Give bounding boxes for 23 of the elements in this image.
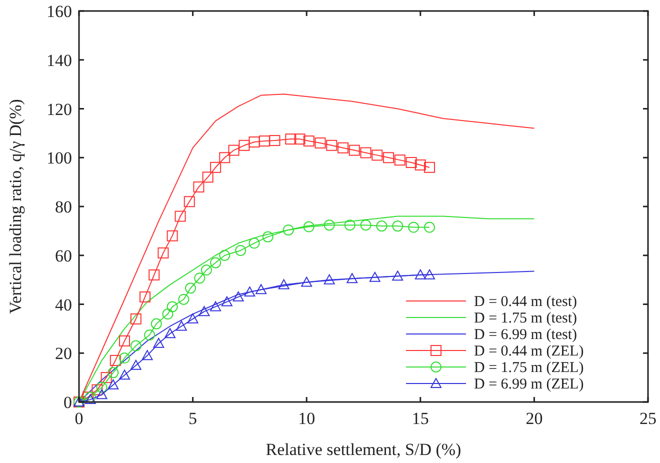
legend-label: D = 0.44 m (ZEL) (474, 344, 584, 360)
y-tick-label: 120 (46, 100, 72, 119)
y-tick-label: 40 (55, 295, 72, 314)
legend-label: D = 6.99 m (test) (474, 327, 578, 343)
x-axis-title: Relative settlement, S/D (%) (266, 440, 462, 459)
x-tick-label: 25 (640, 409, 656, 428)
y-tick-label: 20 (55, 344, 72, 364)
x-tick-label: 5 (188, 409, 198, 428)
y-tick-label: 140 (46, 50, 72, 70)
y-axis-title: Vertical loading ratio, q/γ D(%) (6, 99, 25, 314)
y-tick-label: 100 (46, 148, 72, 168)
y-tick-label: 80 (55, 198, 72, 216)
y-tick-label: 0 (64, 393, 72, 412)
legend-label: D = 1.75 m (test) (474, 310, 578, 326)
y-tick-label: 60 (55, 246, 72, 266)
x-tick-label: 10 (298, 409, 316, 428)
x-tick-label: 20 (526, 409, 543, 428)
legend-label: D = 1.75 m (ZEL) (474, 360, 584, 376)
legend-label: D = 0.44 m (test) (474, 294, 578, 310)
y-tick-label: 160 (46, 2, 72, 21)
x-tick-label: 0 (74, 409, 84, 428)
x-tick-label: 15 (412, 409, 429, 428)
legend-label: D = 6.99 m (ZEL) (474, 376, 584, 392)
